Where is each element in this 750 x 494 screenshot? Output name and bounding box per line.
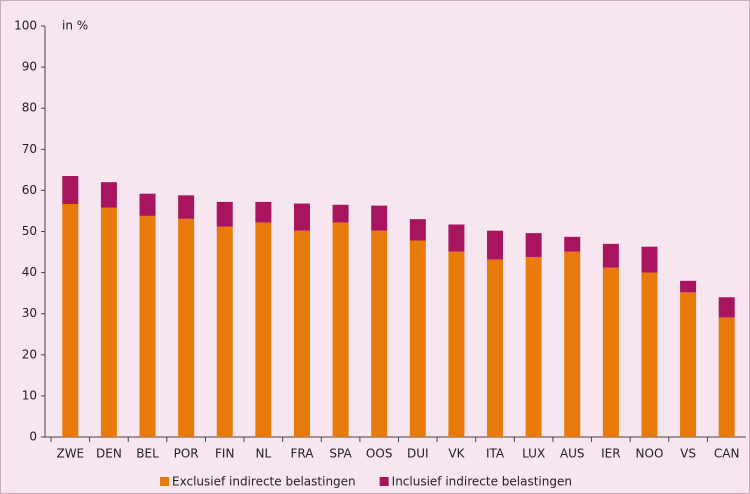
bar-segment	[178, 195, 195, 219]
bar-segment	[409, 219, 426, 241]
legend-swatch	[379, 477, 389, 486]
y-tick-label: 10	[22, 388, 37, 402]
x-tick-label: VS	[680, 447, 696, 461]
x-tick-label: DUI	[407, 447, 429, 461]
bar-segment	[62, 176, 79, 204]
bar-segment	[448, 224, 465, 252]
bar-segment	[602, 243, 619, 268]
x-tick-label: FIN	[215, 447, 234, 461]
x-tick-label: BEL	[136, 447, 159, 461]
bar-segment	[371, 230, 388, 437]
bar-segment	[255, 201, 272, 223]
bar-segment	[564, 251, 581, 437]
legend-label: Exclusief indirecte belastingen	[172, 475, 356, 489]
bar-segment	[255, 222, 272, 437]
x-tick-label: FRA	[290, 447, 314, 461]
bar-segment	[641, 246, 658, 273]
bar-segment	[409, 240, 426, 437]
bar-segment	[371, 205, 388, 231]
y-tick-label: 40	[22, 265, 37, 279]
x-tick-label: IER	[601, 447, 620, 461]
bar-segment	[602, 267, 619, 437]
x-tick-label: ZWE	[56, 447, 84, 461]
bar-segment	[564, 236, 581, 252]
bar-segment	[216, 201, 233, 227]
bar-segment	[680, 292, 697, 437]
bar-segment	[62, 203, 79, 437]
x-tick-label: ITA	[486, 447, 505, 461]
bar-segment	[216, 226, 233, 437]
x-tick-label: SPA	[329, 447, 352, 461]
x-tick-label: POR	[174, 447, 199, 461]
bar-segment	[448, 251, 465, 437]
x-tick-label: NOO	[636, 447, 664, 461]
bar-segment	[178, 218, 195, 437]
bar-segment	[293, 230, 310, 437]
x-tick-label: OOS	[366, 447, 393, 461]
bar-segment	[100, 182, 117, 208]
y-tick-label: 60	[22, 183, 37, 197]
bar-segment	[293, 203, 310, 231]
x-tick-label: CAN	[714, 447, 740, 461]
bar-segment	[525, 233, 542, 257]
bar-segment	[487, 259, 504, 437]
bar-segment	[100, 207, 117, 437]
bar-segment	[487, 230, 504, 260]
x-tick-label: AUS	[560, 447, 585, 461]
bar-segment	[525, 256, 542, 437]
y-tick-label: 20	[22, 347, 37, 361]
bar-segment	[718, 317, 735, 437]
bar-segment	[139, 215, 156, 437]
y-tick-label: 100	[14, 19, 37, 33]
y-tick-label: 30	[22, 306, 37, 320]
y-tick-label: 80	[22, 101, 37, 115]
bar-segment	[332, 204, 349, 223]
x-tick-label: LUX	[522, 447, 545, 461]
bar-segment	[641, 272, 658, 437]
y-tick-label: 70	[22, 142, 37, 156]
bar-segment	[718, 297, 735, 318]
legend-label: Inclusief indirecte belastingen	[392, 475, 572, 489]
y-tick-label: 0	[29, 430, 37, 444]
y-tick-label: 90	[22, 60, 37, 74]
bar-segment	[139, 193, 156, 216]
x-tick-label: DEN	[96, 447, 122, 461]
x-tick-label: VK	[448, 447, 465, 461]
bar-segment	[332, 222, 349, 437]
legend-swatch	[160, 477, 169, 486]
x-tick-label: NL	[256, 447, 272, 461]
bar-segment	[680, 280, 697, 293]
annotation: in %	[62, 19, 88, 33]
y-tick-label: 50	[22, 224, 37, 238]
